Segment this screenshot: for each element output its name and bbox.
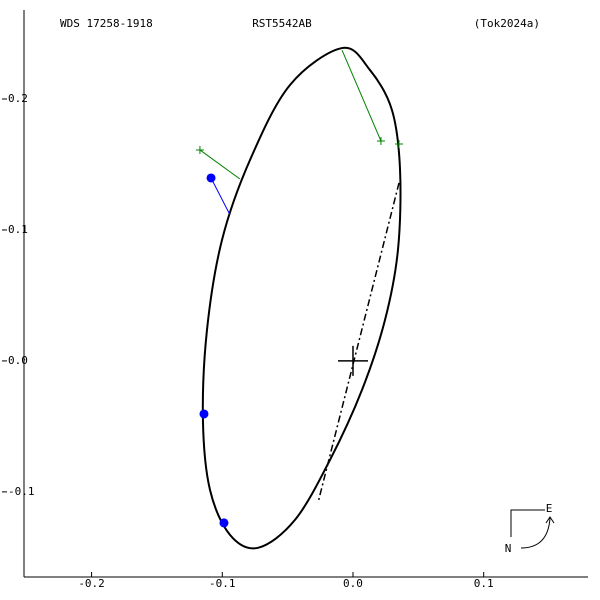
residual-line <box>210 177 231 216</box>
compass-frame <box>510 509 545 537</box>
y-tick-label: 0.1 <box>8 223 28 236</box>
predicted-point <box>394 140 403 149</box>
x-tick-label: 0.0 <box>343 577 363 590</box>
x-tick-label: 0.1 <box>474 577 494 590</box>
compass-north: N <box>505 542 512 555</box>
observation <box>206 173 216 183</box>
y-tick-label: -0.1 <box>8 485 35 498</box>
x-tick-label: -0.1 <box>209 577 236 590</box>
x-tick-label: -0.2 <box>78 577 105 590</box>
header-right: (Tok2024a) <box>474 17 540 30</box>
predicted-point <box>376 137 385 146</box>
compass-east: E <box>546 502 553 515</box>
line-of-nodes <box>317 182 400 504</box>
orbit <box>201 46 402 550</box>
compass: E N <box>505 502 555 555</box>
center-star <box>337 345 368 376</box>
residual-line <box>199 149 241 180</box>
predicted-point <box>195 145 204 154</box>
observation <box>199 409 209 419</box>
y-tick-label: 0.0 <box>8 354 28 367</box>
residual-line <box>341 49 382 142</box>
y-tick-label: 0.2 <box>8 92 28 105</box>
header-left: WDS 17258-1918 <box>60 17 153 30</box>
compass-arrowhead <box>545 516 555 524</box>
observation <box>219 518 229 528</box>
chart-title: RST5542AB <box>252 17 312 30</box>
compass-arrow <box>520 517 551 549</box>
